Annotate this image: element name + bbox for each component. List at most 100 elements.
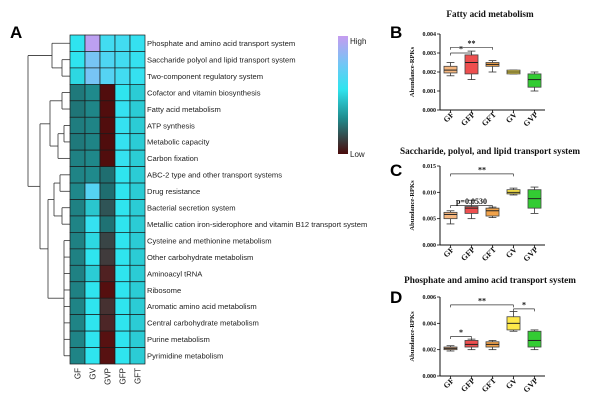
heatmap-cell-GFT-7 (129, 149, 146, 167)
heatmap-cell-GVP-15 (99, 281, 116, 299)
heatmap-cell-GV-7 (84, 149, 101, 167)
chart-c-title: Saccharide, polyol, and lipid transport … (400, 146, 580, 156)
heatmap-cell-GF-4 (69, 100, 86, 118)
heatmap-row-label: Aminoacyl tRNA (147, 269, 203, 278)
heatmap-cell-GVP-3 (99, 83, 116, 102)
heatmap-cell-GFT-19 (129, 347, 146, 365)
heatmap-cell-GF-8 (69, 166, 86, 184)
heatmap-cell-GF-9 (69, 182, 86, 200)
heatmap-column-label: GFT (134, 368, 143, 384)
heatmap-row-label: Carbon fixation (147, 154, 198, 163)
heatmap-cell-GFT-8 (129, 166, 146, 184)
heatmap-cell-GFP-6 (114, 133, 131, 151)
chart-b: 0.000 0.001 0.002 0.003 0.004 Abundance-RPKs G… (409, 32, 545, 128)
heatmap-cell-GVP-5 (99, 116, 116, 135)
heatmap-row-label: Cysteine and methionine metabolism (147, 236, 272, 245)
heatmap-cell-GFP-8 (114, 166, 131, 184)
box-GFP (464, 340, 479, 348)
heatmap-column-label: GVP (104, 368, 113, 385)
heatmap-cell-GFP-13 (114, 248, 131, 266)
heatmap-cell-GVP-13 (99, 248, 116, 266)
significance-label: ** (468, 39, 476, 48)
y-tick-label: 0.000 (423, 243, 437, 249)
y-tick-label: 0.015 (423, 164, 437, 170)
heatmap-row-label: ABC-2 type and other transport systems (147, 171, 282, 180)
heatmap-row-label: Central carbohydrate metabolism (147, 319, 259, 328)
heatmap-cell-GV-12 (84, 232, 101, 250)
heatmap-cell-GF-15 (69, 281, 86, 299)
heatmap-cell-GV-19 (84, 347, 101, 365)
heatmap-cell-GFT-2 (129, 67, 146, 85)
y-axis-label: Abundance-RPKs (409, 46, 416, 97)
box-GVP (527, 330, 542, 348)
x-tick-label: GFT (480, 245, 498, 263)
heatmap-cell-GVP-11 (99, 215, 116, 233)
y-tick-label: 0.001 (423, 89, 437, 95)
heatmap-cell-GFT-11 (129, 215, 146, 233)
heatmap-cell-GF-10 (69, 199, 86, 217)
heatmap-cell-GF-3 (69, 83, 86, 102)
heatmap-cell-GFP-0 (114, 34, 131, 52)
significance-label: * (522, 300, 526, 309)
heatmap-cell-GF-1 (69, 51, 86, 69)
heatmap-cell-GFP-2 (114, 67, 131, 85)
row-dendrogram (27, 42, 70, 357)
heatmap-cell-GF-0 (69, 34, 86, 52)
heatmap-cell-GV-16 (84, 297, 101, 316)
heatmap-cell-GFT-3 (129, 83, 146, 102)
heatmap-cell-GF-7 (69, 149, 86, 167)
heatmap-cell-GFT-12 (129, 232, 146, 250)
heatmap-cell-GV-18 (84, 330, 101, 348)
y-tick-label: 0.005 (423, 217, 437, 223)
y-tick-label: 0.000 (423, 374, 437, 380)
x-tick-label: GVP (522, 376, 540, 394)
heatmap-column-label: GFP (119, 368, 128, 384)
heatmap (69, 34, 146, 365)
box-GV (506, 189, 521, 195)
heatmap-cell-GVP-14 (99, 264, 116, 283)
heatmap-cell-GV-0 (84, 34, 101, 52)
significance-label: ** (478, 165, 486, 174)
significance-label: * (459, 328, 463, 337)
heatmap-row-label: Purine metabolism (147, 335, 210, 344)
heatmap-cell-GFT-0 (129, 34, 146, 52)
heatmap-cell-GFP-17 (114, 314, 131, 332)
x-tick-label: GFP (459, 110, 477, 128)
chart-d-title: Phosphate and amino acid transport syste… (404, 275, 576, 285)
heatmap-column-label: GV (89, 367, 98, 379)
heatmap-row-label: Two-component regulatory system (147, 72, 263, 81)
x-tick-label: GV (504, 245, 519, 260)
y-tick-label: 0.004 (423, 32, 437, 38)
heatmap-row-label: Aromatic amino acid metabolism (147, 302, 257, 311)
heatmap-cell-GF-2 (69, 67, 86, 85)
heatmap-cell-GFT-4 (129, 100, 146, 118)
heatmap-cell-GFT-13 (129, 248, 146, 266)
heatmap-cell-GVP-16 (99, 297, 116, 316)
heatmap-cell-GF-12 (69, 232, 86, 250)
heatmap-cell-GV-9 (84, 182, 101, 200)
panel-label-a: A (10, 23, 22, 42)
heatmap-row-label: Other carbohydrate metabolism (147, 253, 253, 262)
heatmap-cell-GV-1 (84, 51, 101, 69)
heatmap-cell-GFP-18 (114, 330, 131, 348)
heatmap-cell-GFT-9 (129, 182, 146, 200)
heatmap-cell-GFT-15 (129, 281, 146, 299)
heatmap-cell-GF-16 (69, 297, 86, 316)
heatmap-column-labels: GF GV GVP GFP GFT (74, 367, 143, 385)
y-tick-label: 0.010 (423, 190, 437, 196)
heatmap-cell-GFT-18 (129, 330, 146, 348)
heatmap-cell-GV-15 (84, 281, 101, 299)
heatmap-row-label: Bacterial secretion system (147, 204, 236, 213)
heatmap-cell-GF-19 (69, 347, 86, 365)
heatmap-cell-GV-2 (84, 67, 101, 85)
y-tick-label: 0.004 (423, 321, 437, 327)
heatmap-row-label: Drug resistance (147, 187, 200, 196)
y-axis-label: Abundance-RPKs (409, 311, 416, 362)
heatmap-cell-GV-13 (84, 248, 101, 266)
x-tick-label: GV (504, 110, 519, 125)
x-tick-label: GF (442, 376, 456, 390)
heatmap-cell-GFP-5 (114, 116, 131, 135)
legend-gradient (338, 36, 348, 154)
heatmap-cell-GV-17 (84, 314, 101, 332)
